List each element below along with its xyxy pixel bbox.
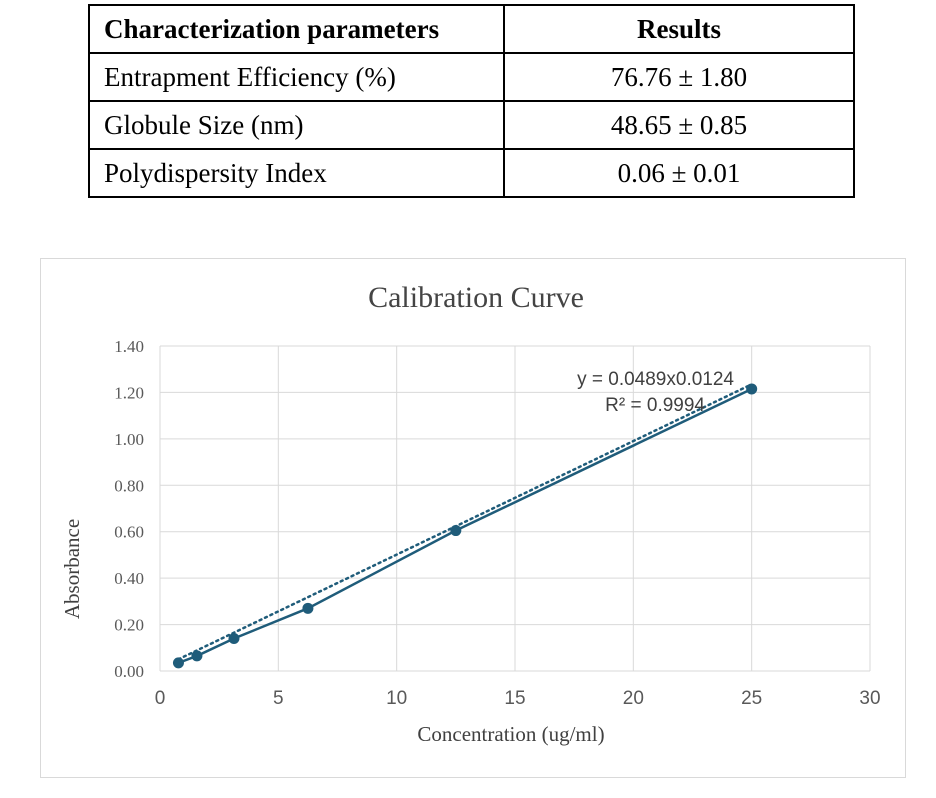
trendline-equation: y = 0.0489x0.0124: [577, 369, 734, 390]
data-point: [172, 657, 184, 669]
row-result: 48.65 ± 0.85: [503, 100, 855, 150]
row-parameter: Polydispersity Index: [88, 148, 505, 198]
x-tick-label: 5: [273, 688, 284, 709]
row-parameter: Globule Size (nm): [88, 100, 505, 150]
grid-lines: [159, 345, 871, 672]
header-results: Results: [503, 4, 855, 54]
x-axis-label: Concentration (ug/ml): [417, 722, 604, 746]
table-row: Polydispersity Index 0.06 ± 0.01: [88, 148, 855, 198]
trendline: [177, 383, 753, 661]
row-result: 0.06 ± 0.01: [503, 148, 855, 198]
x-tick-label: 25: [741, 688, 762, 709]
series-line: [178, 387, 753, 665]
x-tick-label: 20: [623, 688, 644, 709]
row-parameter: Entrapment Efficiency (%): [88, 52, 505, 102]
y-tick-label: 0.40: [114, 569, 144, 588]
x-tick-label: 10: [386, 688, 407, 709]
y-tick-label: 0.60: [114, 523, 144, 542]
data-point: [302, 602, 314, 614]
x-tick-label: 30: [859, 688, 880, 709]
table-header-row: Characterization parameters Results: [88, 4, 855, 54]
x-tick-label: 0: [155, 688, 166, 709]
y-tick-label: 1.00: [114, 430, 144, 449]
axes: 0.00 0.20 0.40 0.60 0.80 1.00 1.20 1.40 0 5 10 15 20…: [114, 337, 880, 709]
data-point: [746, 383, 758, 395]
x-tick-label: 15: [504, 688, 525, 709]
y-tick-label: 0.80: [114, 476, 144, 495]
series-layer: [172, 383, 758, 669]
y-tick-label: 1.40: [114, 337, 144, 356]
chart-title: Calibration Curve: [368, 281, 584, 314]
data-point: [450, 525, 462, 537]
chart-area: Calibration Curve 0.00 0.20 0.40 0.60 0.80 1.…: [40, 258, 906, 778]
y-tick-label: 1.20: [114, 383, 144, 402]
y-axis-label: Absorbance: [60, 519, 84, 619]
trendline-r-squared: R² = 0.9994: [605, 395, 705, 416]
characterization-table: Characterization parameters Results Entr…: [88, 4, 855, 198]
table-row: Entrapment Efficiency (%) 76.76 ± 1.80: [88, 52, 855, 102]
data-point: [228, 633, 240, 644]
header-parameters: Characterization parameters: [88, 4, 505, 54]
row-result: 76.76 ± 1.80: [503, 52, 855, 102]
table-row: Globule Size (nm) 48.65 ± 0.85: [88, 100, 855, 150]
y-tick-label: 0.20: [114, 616, 144, 635]
calibration-chart: Calibration Curve 0.00 0.20 0.40 0.60 0.80 1.…: [60, 281, 881, 746]
data-point: [191, 650, 203, 662]
y-tick-label: 0.00: [114, 662, 144, 681]
trendline-layer: [177, 383, 753, 661]
